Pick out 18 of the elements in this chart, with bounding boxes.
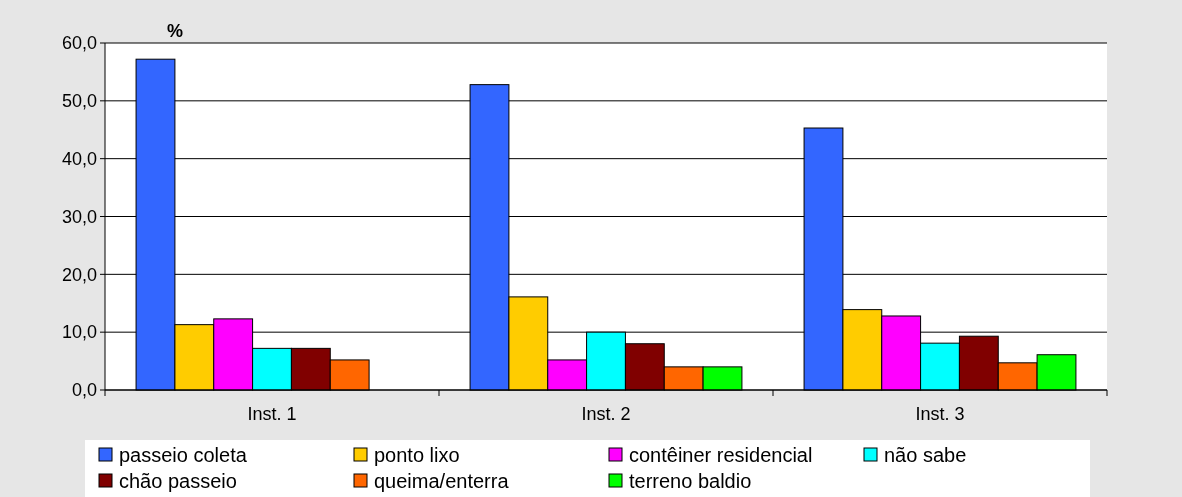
- legend-label: terreno baldio: [629, 470, 752, 492]
- y-tick-label: 50,0: [61, 91, 97, 112]
- x-tick-label: Inst. 1: [247, 404, 297, 424]
- legend-label: contêiner residencial: [629, 444, 813, 466]
- y-tick-label: 0,0: [71, 380, 97, 401]
- y-axis-title: %: [166, 21, 184, 41]
- legend-label: chão passeio: [119, 470, 237, 492]
- legend-label: ponto lixo: [374, 444, 460, 466]
- y-tick-label: 30,0: [61, 206, 97, 227]
- legend-label: não sabe: [884, 444, 967, 466]
- x-tick-label: Inst. 3: [915, 404, 965, 424]
- y-tick-label: 20,0: [61, 264, 97, 285]
- y-tick-label: 40,0: [61, 148, 97, 169]
- legend-label: passeio coleta: [119, 444, 248, 466]
- x-tick-label: Inst. 2: [581, 404, 631, 424]
- legend-label: queima/enterra: [374, 470, 510, 492]
- y-tick-label: 60,0: [61, 33, 97, 54]
- y-tick-label: 10,0: [61, 322, 97, 343]
